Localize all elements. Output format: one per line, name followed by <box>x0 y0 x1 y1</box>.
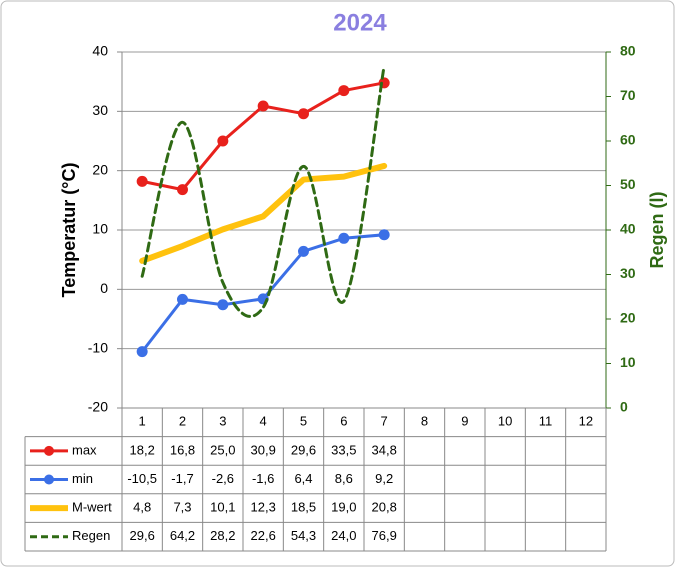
point <box>257 100 269 112</box>
table-value: 9,2 <box>375 471 393 486</box>
table-value: 18,5 <box>291 500 316 515</box>
point <box>217 135 229 147</box>
y2-tick-label: 50 <box>620 176 636 192</box>
table-value: -1,6 <box>252 471 274 486</box>
legend-label: M-wert <box>72 500 112 515</box>
table-value: 18,2 <box>130 442 155 457</box>
table-value: 16,8 <box>170 442 195 457</box>
y2-tick-label: 0 <box>620 399 628 415</box>
table-value: 20,8 <box>372 500 397 515</box>
x-tick-label: 1 <box>139 414 146 429</box>
table-value: 8,6 <box>335 471 353 486</box>
y-tick-label: 20 <box>92 161 108 177</box>
legend-marker <box>44 474 54 485</box>
point <box>338 232 350 244</box>
y2-tick-label: 40 <box>620 221 636 237</box>
table-value: 28,2 <box>210 528 235 543</box>
x-tick-label: 2 <box>179 414 186 429</box>
point <box>136 175 148 187</box>
series-line <box>140 64 386 318</box>
table-value: 6,4 <box>294 471 312 486</box>
table-value: 54,3 <box>291 528 316 543</box>
legend-label: max <box>72 442 97 457</box>
legend-label: min <box>72 471 93 486</box>
table-value: 29,6 <box>130 528 155 543</box>
table-value: -2,6 <box>212 471 234 486</box>
x-tick-label: 10 <box>498 414 512 429</box>
y-tick-label: -20 <box>88 399 108 415</box>
table-value: 64,2 <box>170 528 195 543</box>
x-tick-label: 8 <box>421 414 428 429</box>
table-value: 22,6 <box>251 528 276 543</box>
x-tick-label: 6 <box>340 414 347 429</box>
point <box>298 245 309 257</box>
table-value: 25,0 <box>210 442 235 457</box>
y2-tick-label: 80 <box>620 43 636 59</box>
x-tick-label: 5 <box>300 414 307 429</box>
table-value: 33,5 <box>331 442 356 457</box>
table-value: -1,7 <box>171 471 193 486</box>
table-value: 30,9 <box>251 442 276 457</box>
x-tick-label: 9 <box>461 414 468 429</box>
table-value: 24,0 <box>331 528 356 543</box>
point <box>338 85 350 97</box>
table-value: 34,8 <box>372 442 397 457</box>
table-value: 12,3 <box>251 500 276 515</box>
point <box>217 299 229 311</box>
table-value: 10,1 <box>210 500 235 515</box>
point <box>177 293 188 305</box>
table-value: 76,9 <box>372 528 397 543</box>
y2-tick-label: 20 <box>620 310 636 326</box>
y-tick-label: 0 <box>100 280 108 296</box>
point <box>298 108 309 120</box>
x-tick-label: 11 <box>539 414 553 429</box>
y-tick-label: -10 <box>88 339 108 355</box>
table-value: 4,8 <box>133 500 151 515</box>
point <box>177 184 188 196</box>
legend-marker <box>44 445 54 456</box>
x-tick-label: 3 <box>219 414 226 429</box>
y2-tick-label: 60 <box>620 132 636 148</box>
y-tick-label: 10 <box>92 221 108 237</box>
y-axis-label: Temperatur (°C) <box>59 163 79 298</box>
y2-tick-label: 10 <box>620 354 636 370</box>
table-value: 7,3 <box>173 500 191 515</box>
y-tick-label: 30 <box>92 102 108 118</box>
x-tick-label: 12 <box>579 414 593 429</box>
series-line <box>139 162 388 264</box>
table-value: 19,0 <box>331 500 356 515</box>
point <box>378 229 390 241</box>
y2-tick-label: 70 <box>620 87 636 103</box>
y-tick-label: 40 <box>92 43 108 59</box>
x-tick-label: 4 <box>260 414 267 429</box>
point <box>136 346 148 358</box>
chart-title: 2024 <box>333 9 387 36</box>
x-tick-label: 7 <box>381 414 388 429</box>
y2-axis-label: Regen (l) <box>647 191 667 268</box>
y2-tick-label: 30 <box>620 265 636 281</box>
table-value: 29,6 <box>291 442 316 457</box>
legend-label: Regen <box>72 528 110 543</box>
table-value: -10,5 <box>127 471 157 486</box>
